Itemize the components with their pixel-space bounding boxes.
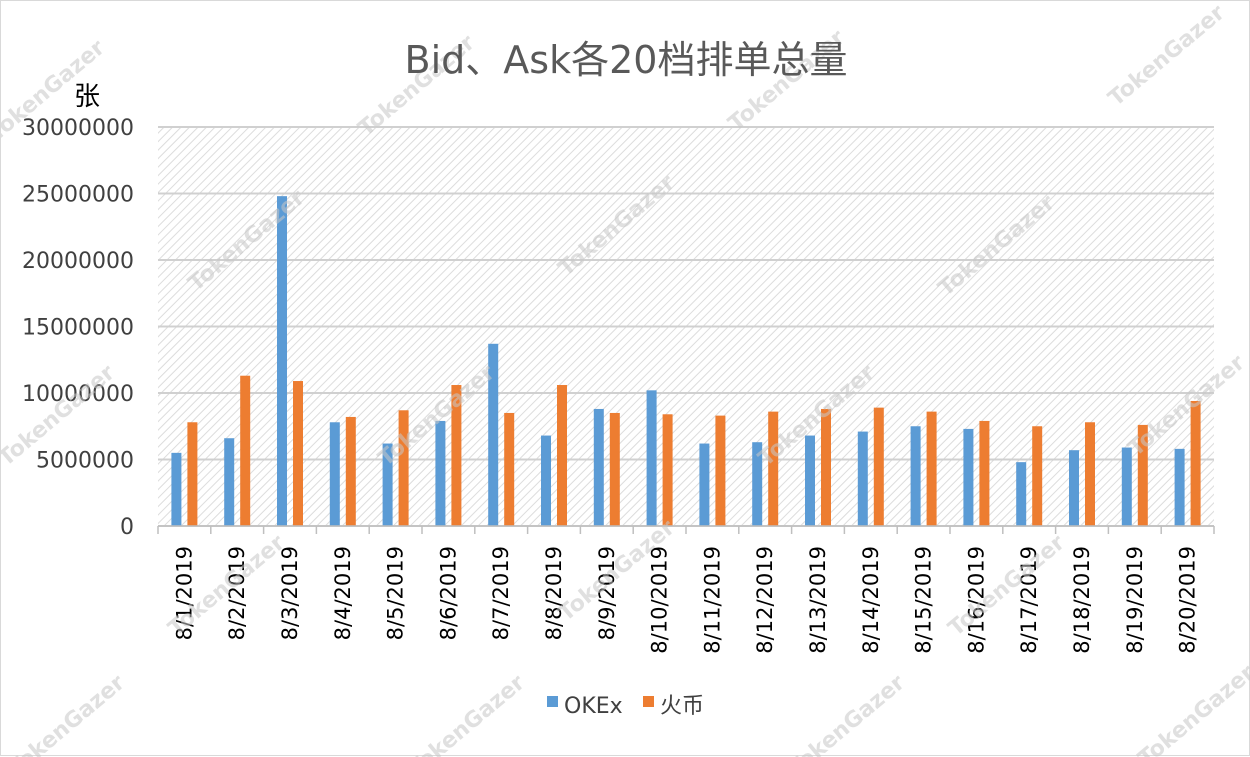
bar-okex-19 (1121, 447, 1132, 526)
bar-okex-9 (593, 408, 604, 526)
bar-huobi-3 (293, 381, 303, 526)
y-tick-label: 20000000 (22, 249, 134, 274)
y-tick-label: 10000000 (22, 382, 134, 407)
axes: 0 5000000 10000000 15000000 20000000 25000000… (22, 116, 1215, 654)
bar-huobi-17 (1032, 426, 1043, 526)
x-tick-label: 8/18/2019 (1070, 546, 1094, 654)
x-tick-label: 8/1/2019 (172, 546, 196, 640)
bars (171, 196, 1201, 526)
legend-swatch-okex (547, 696, 558, 707)
watermark-text: TokenGazer (1134, 660, 1250, 757)
x-tick-label: 8/4/2019 (331, 546, 355, 640)
bar-huobi-9 (609, 412, 620, 526)
bar-okex-3 (277, 196, 287, 526)
bar-okex-20 (1174, 448, 1185, 526)
x-tick-label: 8/9/2019 (595, 546, 619, 640)
x-tick-label: 8/17/2019 (1017, 546, 1041, 654)
bar-okex-5 (382, 443, 393, 526)
legend-label-okex: OKEx (564, 694, 623, 719)
bar-okex-1 (171, 452, 182, 526)
y-tick-label: 15000000 (22, 316, 134, 341)
x-tick-label: 8/15/2019 (912, 546, 936, 654)
bar-okex-6 (435, 420, 446, 526)
y-axis-unit-label: 张 (74, 82, 100, 112)
watermark-text: TokenGazer (944, 530, 1070, 641)
bar-okex-17 (1016, 462, 1027, 526)
bar-huobi-5 (398, 410, 409, 526)
bar-huobi-1 (187, 422, 198, 526)
bar-okex-2 (224, 438, 235, 526)
x-tick-label: 8/20/2019 (1176, 546, 1200, 654)
bar-okex-15 (910, 426, 921, 526)
legend: OKEx 火币 (547, 694, 704, 719)
bar-huobi-15 (926, 411, 937, 526)
watermark-text: TokenGazer (1104, 1, 1230, 112)
bar-huobi-19 (1137, 424, 1148, 526)
x-tick-label: 8/7/2019 (489, 546, 513, 640)
bar-huobi-20 (1190, 400, 1201, 526)
bar-huobi-4 (345, 416, 356, 526)
bar-okex-13 (805, 435, 815, 526)
x-tick-label: 8/2/2019 (225, 546, 249, 640)
x-tick-label: 8/14/2019 (859, 546, 883, 654)
x-tick-label: 8/6/2019 (436, 546, 460, 640)
watermark-text: TokenGazer (4, 670, 130, 757)
bar-okex-11 (699, 443, 710, 526)
y-tick-label: 25000000 (22, 183, 134, 208)
bar-huobi-8 (557, 385, 567, 526)
bar-okex-12 (752, 442, 763, 526)
legend-label-huobi: 火币 (660, 694, 704, 719)
bar-huobi-16 (979, 420, 990, 526)
x-tick-label: 8/19/2019 (1123, 546, 1147, 654)
bar-huobi-11 (715, 415, 726, 526)
x-tick-label: 8/11/2019 (700, 546, 724, 654)
bar-okex-16 (963, 428, 974, 526)
y-tick-label: 5000000 (36, 449, 134, 474)
bar-okex-7 (488, 343, 499, 526)
bar-huobi-7 (504, 412, 515, 526)
bar-huobi-2 (240, 375, 251, 526)
bar-huobi-14 (873, 407, 884, 526)
x-tick-label: 8/5/2019 (384, 546, 408, 640)
bar-huobi-12 (768, 411, 779, 526)
bar-okex-10 (646, 390, 657, 526)
bar-okex-4 (329, 422, 340, 526)
watermark-text: TokenGazer (404, 670, 530, 757)
bar-huobi-13 (821, 408, 831, 526)
bar-okex-14 (857, 431, 868, 526)
y-tick-label: 0 (120, 515, 134, 540)
bar-okex-8 (541, 435, 551, 526)
x-tick-label: 8/3/2019 (278, 546, 302, 640)
bar-okex-18 (1069, 450, 1079, 526)
x-tick-label: 8/10/2019 (648, 546, 672, 654)
chart-title: Bid、Ask各20档排单总量 (405, 38, 848, 82)
x-tick-label: 8/16/2019 (964, 546, 988, 654)
x-tick-label: 8/12/2019 (753, 546, 777, 654)
bar-huobi-18 (1085, 422, 1095, 526)
x-tick-label: 8/8/2019 (542, 546, 566, 640)
legend-swatch-huobi (643, 696, 654, 707)
bar-huobi-6 (451, 385, 462, 526)
watermark-text: TokenGazer (784, 670, 910, 757)
x-tick-label: 8/13/2019 (806, 546, 830, 654)
bar-huobi-10 (662, 414, 673, 526)
y-tick-label: 30000000 (22, 116, 134, 141)
